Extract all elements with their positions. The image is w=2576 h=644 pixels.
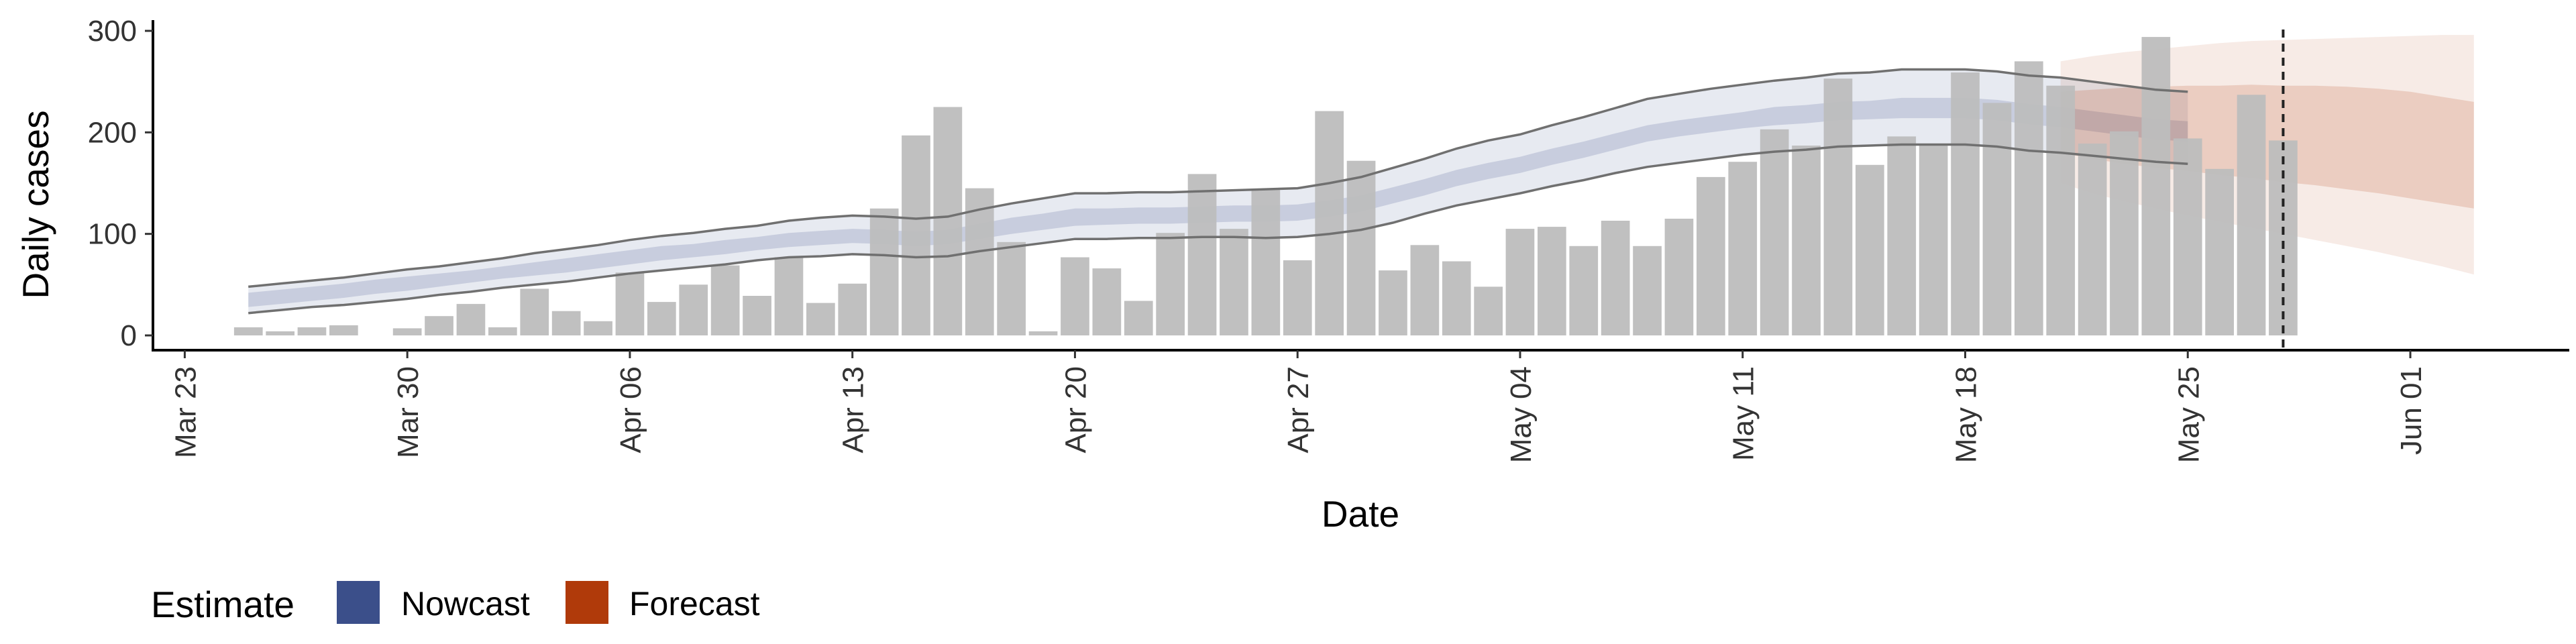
bar	[1538, 227, 1566, 335]
bar	[1346, 160, 1376, 335]
case-bars	[233, 37, 2298, 336]
bar	[392, 328, 422, 335]
bar	[1633, 246, 1662, 335]
x-tick-label: Apr 27	[1282, 366, 1315, 453]
bar	[615, 272, 645, 335]
bar	[1569, 246, 1599, 335]
legend-swatch-forecast	[566, 581, 608, 624]
bar	[869, 208, 899, 335]
bar	[1982, 103, 2012, 335]
bar	[425, 316, 453, 335]
bar	[2173, 138, 2202, 335]
legend-label-nowcast: Nowcast	[401, 585, 530, 623]
x-axis-title: Date	[1322, 493, 1399, 535]
bar	[1379, 270, 1407, 335]
x-tick-label: May 11	[1727, 366, 1760, 461]
legend-swatch-nowcast	[337, 581, 380, 624]
bar	[1092, 268, 1122, 335]
bar	[1220, 229, 1248, 335]
legend-title: Estimate	[151, 584, 294, 625]
bar	[2205, 168, 2234, 335]
x-tick-label: Mar 23	[169, 366, 202, 458]
x-tick-label: Mar 30	[392, 366, 425, 458]
bar	[1061, 257, 1089, 335]
bar	[1251, 189, 1281, 335]
bar	[456, 304, 486, 335]
bar	[743, 296, 771, 335]
bar	[266, 331, 294, 335]
nowcast-lower-line	[248, 143, 2188, 315]
bar	[1951, 72, 1980, 335]
y-axis-title: Daily cases	[15, 110, 56, 299]
bar	[1887, 136, 1917, 335]
bar	[1919, 144, 1948, 335]
bar	[1315, 111, 1344, 335]
bar	[933, 107, 963, 335]
y-tick-label: 0	[121, 319, 137, 352]
bar	[2141, 37, 2171, 335]
bar	[1601, 221, 1630, 335]
x-tick-label: May 18	[1950, 366, 1983, 463]
y-tick-label: 300	[88, 15, 137, 48]
x-tick-label: May 25	[2172, 366, 2205, 463]
bar	[297, 327, 327, 335]
bar	[1474, 286, 1503, 335]
bar	[2046, 85, 2076, 335]
bar	[1856, 164, 1884, 335]
x-tick-label: Apr 20	[1059, 366, 1092, 453]
bar	[1823, 78, 1853, 335]
bar	[488, 327, 517, 335]
interval-lines	[248, 68, 2188, 315]
bar	[1283, 260, 1312, 335]
bar	[2269, 140, 2298, 335]
bar	[806, 303, 835, 335]
bar	[1760, 129, 1789, 336]
bar	[774, 257, 804, 335]
bar	[1156, 233, 1185, 335]
bar	[233, 327, 263, 335]
bar	[329, 325, 358, 335]
legend-label-forecast: Forecast	[629, 585, 760, 623]
y-tick-label: 200	[88, 116, 137, 149]
bar	[2015, 61, 2043, 336]
bar	[2110, 131, 2139, 336]
bar	[679, 284, 708, 335]
bar	[551, 311, 581, 335]
legend: Estimate Nowcast Forecast	[151, 581, 760, 625]
bar	[647, 302, 676, 335]
axes	[152, 20, 2569, 352]
x-tick-label: Apr 13	[837, 366, 870, 453]
x-tick-label: May 04	[1505, 366, 1538, 463]
axis-ticks: 0 100 200 300 Mar 23 Mar 30 Apr 06 Apr 13 Apr 20…	[88, 15, 2428, 463]
bar	[902, 135, 930, 335]
bar	[520, 288, 549, 335]
bar	[1028, 331, 1058, 335]
bar	[1124, 301, 1153, 335]
y-tick-label: 100	[88, 218, 137, 251]
bar	[1728, 162, 1758, 335]
bar	[584, 321, 612, 335]
bar	[1410, 245, 1440, 335]
bar	[2237, 95, 2266, 336]
bar	[1792, 146, 1821, 335]
nowcast-upper-line	[248, 68, 2188, 288]
bar	[1505, 229, 1535, 335]
bar	[1697, 176, 1725, 335]
bar	[1187, 174, 1217, 335]
bar	[1442, 261, 1471, 335]
bar	[1664, 219, 1694, 335]
bar	[710, 265, 740, 335]
x-tick-label: Jun 01	[2395, 366, 2428, 455]
bar	[838, 283, 867, 335]
bar	[2078, 144, 2107, 335]
bar	[997, 241, 1026, 335]
x-tick-label: Apr 06	[614, 366, 647, 453]
